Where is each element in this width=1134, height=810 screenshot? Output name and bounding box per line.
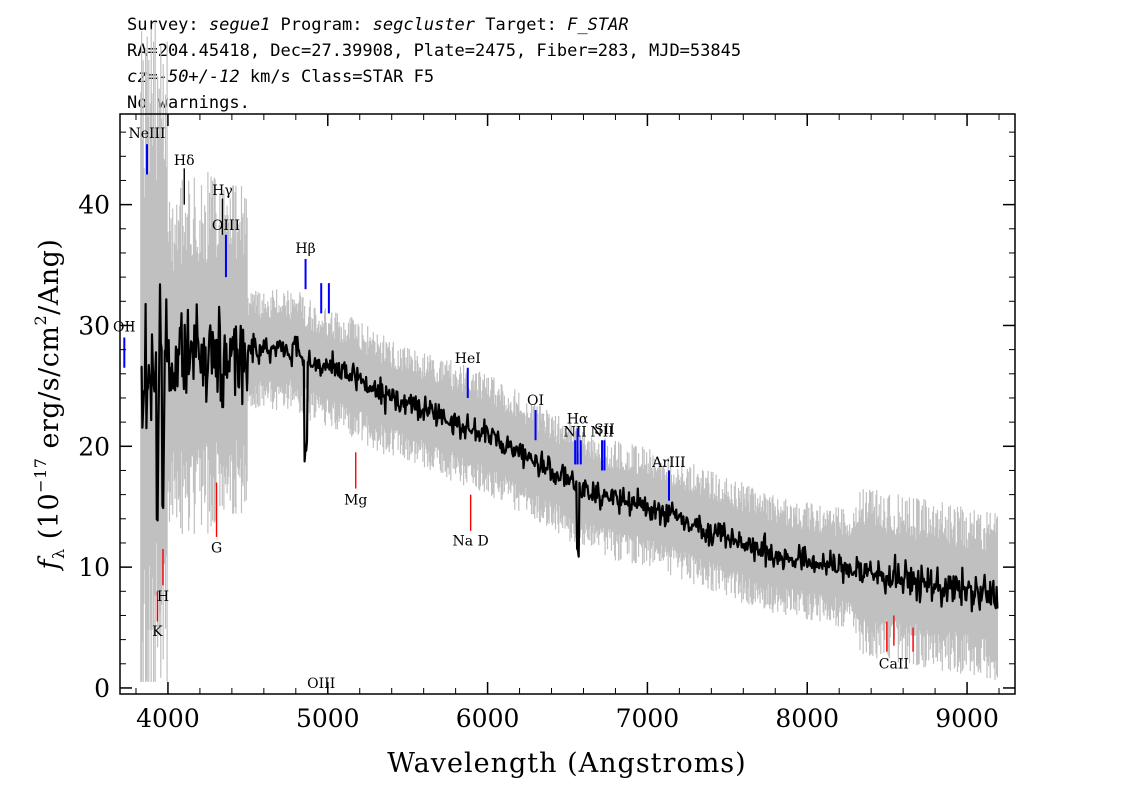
x-axis-label: Wavelength (Angstroms) (387, 748, 746, 779)
spectral-line-label: CaII (879, 657, 909, 673)
y-tick-label: 0 (94, 674, 110, 703)
spectral-line-label: OIII (307, 676, 335, 692)
x-tick-label: 8000 (775, 704, 839, 733)
target-value: F_STAR (567, 15, 629, 35)
x-tick-label: 7000 (616, 704, 680, 733)
plot-frame (119, 113, 1016, 695)
y-axis-label: fλ (10−17 erg/s/cm2/Ang) (31, 239, 68, 572)
spectral-line-label: H (157, 589, 169, 605)
y-tick-label: 20 (78, 432, 110, 461)
spectral-line-label: Hδ (174, 153, 195, 169)
spectral-line-label: HeI (455, 351, 481, 367)
survey-label: Survey: (127, 15, 209, 35)
flux-series (140, 283, 999, 613)
program-label: Program: (270, 15, 373, 35)
header-line-3: cz=-50+/-12 km/s Class=STAR F5 (127, 64, 741, 90)
header-line-1: Survey: segue1 Program: segcluster Targe… (127, 12, 741, 38)
survey-value: segue1 (208, 15, 271, 35)
spectral-line-label: SII (594, 422, 615, 438)
x-tick-label: 5000 (296, 704, 360, 733)
spectral-line-label: OII (113, 320, 136, 336)
program-value: segcluster (372, 15, 476, 35)
spectral-line-label: Na D (453, 533, 489, 549)
x-axis-ticks: 4000 5000 6000 7000 8000 9000 (135, 114, 1000, 733)
svg-text:fλ (10−17 erg/s/cm2/Ang): fλ (10−17 erg/s/cm2/Ang) (31, 239, 68, 572)
header-line-4: No warnings. (127, 93, 250, 113)
y-tick-label: 10 (78, 553, 110, 582)
spectral-line-label: NeIII (128, 126, 165, 142)
spectral-line-label: Mg (344, 492, 367, 508)
spectral-line-label: OIII (212, 218, 240, 234)
y-tick-label: 40 (78, 191, 110, 220)
spectral-line-label: G (211, 541, 222, 557)
spectral-line-label: Hγ (212, 183, 233, 199)
spectral-line-label: K (152, 624, 163, 640)
spectral-line-label: NII (564, 425, 587, 441)
x-tick-label: 4000 (136, 704, 200, 733)
y-tick-label: 30 (78, 311, 110, 340)
spectral-line-label: NII (590, 425, 613, 441)
cz-label: cz= (127, 67, 158, 87)
spectral-line-label: OI (527, 393, 544, 409)
y-axis-ticks: 0 10 20 30 40 (78, 131, 1015, 703)
spectral-line-label: Hα (567, 411, 589, 427)
flux-line (140, 283, 999, 613)
spectral-line-label: Hβ (295, 241, 315, 257)
cz-value: -50+/-12 (157, 67, 240, 87)
target-label: Target: (475, 15, 568, 35)
x-tick-label: 6000 (456, 704, 520, 733)
spectral-line-label: ArIII (651, 455, 685, 471)
cz-rest: km/s Class=STAR F5 (239, 67, 435, 87)
x-tick-label: 9000 (935, 704, 999, 733)
spectral-line-markers: OIINeIIIHδHγOIIIHβOIIIHeIOINIIHαNIISIIAr… (113, 126, 914, 692)
